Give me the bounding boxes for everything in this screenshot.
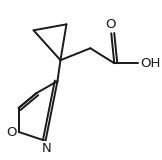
- Text: OH: OH: [140, 57, 161, 70]
- Text: N: N: [41, 142, 51, 155]
- Text: O: O: [7, 126, 17, 139]
- Text: O: O: [105, 18, 116, 31]
